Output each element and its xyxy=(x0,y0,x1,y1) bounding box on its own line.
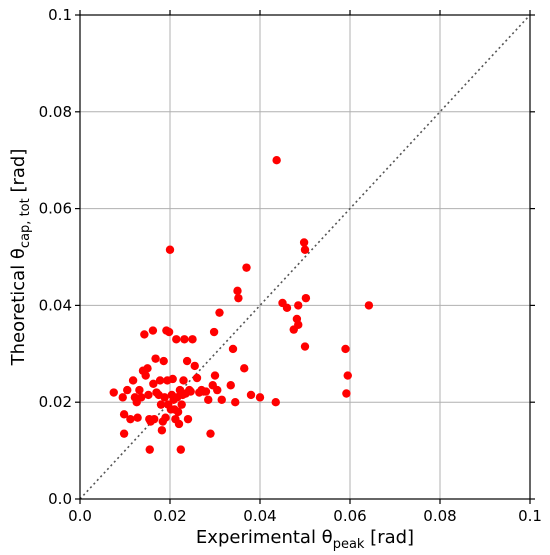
data-point xyxy=(299,238,309,247)
reference-line xyxy=(79,14,531,500)
data-point xyxy=(234,293,243,303)
data-point xyxy=(140,330,149,339)
data-point xyxy=(150,414,159,424)
y-tick-label: 0.04 xyxy=(39,296,72,314)
data-point xyxy=(226,381,235,390)
data-point xyxy=(282,303,292,313)
data-point xyxy=(126,414,135,424)
data-point xyxy=(343,371,352,380)
data-point xyxy=(201,387,211,396)
data-point xyxy=(145,445,154,454)
data-point xyxy=(342,389,351,398)
reference-line-group xyxy=(79,14,531,500)
x-tick-label: 0.04 xyxy=(243,507,276,525)
data-point xyxy=(161,413,170,422)
data-point xyxy=(128,376,138,385)
y-axis-title: Theoretical θcap, tot [rad] xyxy=(8,149,33,367)
data-point xyxy=(294,320,303,329)
data-point xyxy=(209,327,219,337)
data-point xyxy=(177,400,186,409)
data-point xyxy=(148,326,158,335)
y-tick-label: 0.06 xyxy=(39,200,72,218)
data-point xyxy=(210,371,220,380)
data-point xyxy=(176,445,185,454)
data-points xyxy=(109,156,374,454)
plot-frame xyxy=(79,14,531,500)
x-tick-label: 0.08 xyxy=(423,507,456,525)
data-point xyxy=(135,385,144,395)
data-point xyxy=(186,387,195,396)
data-point xyxy=(246,390,256,400)
data-point xyxy=(272,156,281,165)
data-point xyxy=(341,344,350,354)
data-point xyxy=(217,395,226,404)
y-tick-label: 0.02 xyxy=(39,393,72,411)
data-point xyxy=(294,301,303,310)
data-point xyxy=(155,376,165,385)
x-axis-title: Experimental θpeak [rad] xyxy=(196,527,414,552)
data-point xyxy=(172,335,181,344)
x-tick-labels: 0.0 0.02 0.04 0.06 0.08 0.1 xyxy=(68,507,542,525)
data-point xyxy=(149,379,158,389)
data-point xyxy=(300,245,310,254)
data-point xyxy=(233,286,242,296)
y-tick-label: 0.0 xyxy=(48,490,72,508)
data-point xyxy=(165,245,175,254)
data-point xyxy=(159,356,168,366)
data-point xyxy=(118,393,127,402)
data-point xyxy=(160,393,169,402)
y-tick-label: 0.1 xyxy=(48,6,72,24)
data-point xyxy=(164,327,174,337)
data-point xyxy=(182,356,192,366)
data-point xyxy=(143,364,152,373)
data-point xyxy=(206,429,215,438)
x-tick-label: 0.06 xyxy=(333,507,366,525)
data-point xyxy=(255,393,265,402)
data-point xyxy=(228,344,238,354)
data-point xyxy=(204,395,213,404)
data-point xyxy=(109,388,118,397)
data-point xyxy=(137,393,146,402)
data-point xyxy=(173,407,183,417)
data-point xyxy=(141,371,150,380)
data-point xyxy=(300,342,310,351)
data-point xyxy=(123,385,132,395)
data-point xyxy=(119,429,129,438)
data-point xyxy=(190,361,199,371)
data-point xyxy=(188,335,197,344)
data-point xyxy=(157,426,167,435)
y-tick-label: 0.08 xyxy=(39,103,72,121)
data-point xyxy=(119,410,129,419)
data-point xyxy=(183,414,193,424)
data-point xyxy=(151,354,160,363)
y-tick-labels: 0.0 0.02 0.04 0.06 0.08 0.1 xyxy=(39,6,72,508)
data-point xyxy=(215,308,224,317)
data-point xyxy=(364,301,374,310)
data-point xyxy=(174,419,184,429)
data-point xyxy=(213,385,222,395)
data-point xyxy=(271,398,280,407)
data-point xyxy=(156,400,166,409)
data-point xyxy=(179,376,188,385)
data-point xyxy=(168,374,177,384)
data-point xyxy=(242,263,251,272)
data-point xyxy=(192,373,202,383)
data-point xyxy=(301,293,311,303)
data-point xyxy=(240,364,249,373)
data-point xyxy=(180,335,189,344)
data-point xyxy=(231,398,240,407)
x-tick-label: 0.0 xyxy=(68,507,92,525)
data-point xyxy=(144,390,153,400)
x-tick-label: 0.02 xyxy=(153,507,186,525)
x-tick-label: 0.1 xyxy=(518,507,542,525)
data-point xyxy=(133,413,142,422)
tick-marks xyxy=(75,10,535,504)
